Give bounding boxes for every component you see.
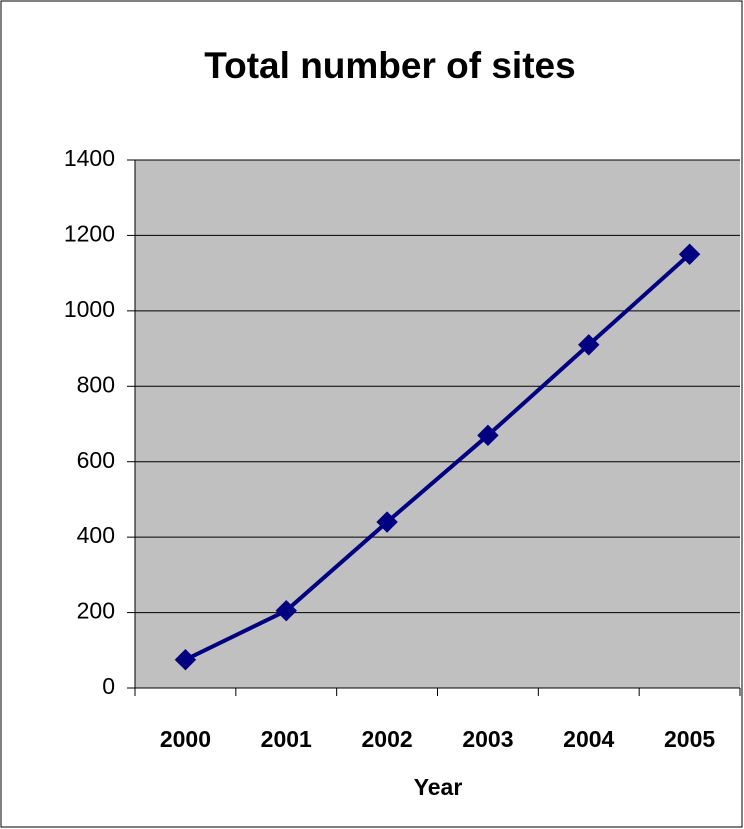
y-tick-label: 1200 (64, 221, 115, 247)
x-tick-label: 2003 (462, 726, 513, 752)
chart-title: Total number of sites (204, 45, 575, 86)
x-axis-label: Year (414, 774, 463, 800)
point-marker (578, 334, 600, 356)
x-tick-label: 2005 (664, 726, 715, 752)
x-tick-label: 2001 (261, 726, 312, 752)
plot-area (135, 160, 740, 688)
point-marker (174, 649, 197, 671)
point-marker (376, 511, 398, 533)
y-tick-label: 800 (77, 371, 115, 397)
point-marker (477, 424, 499, 447)
y-tick-label: 200 (77, 598, 115, 624)
x-tick-label: 2000 (160, 726, 211, 752)
y-tick-label: 1000 (64, 296, 115, 322)
x-tick-label: 2002 (361, 726, 412, 752)
point-marker (678, 243, 701, 265)
y-tick-label: 1400 (64, 145, 115, 171)
series-line (184, 252, 691, 662)
y-tick-label: 600 (77, 447, 115, 473)
x-tick-label: 2004 (563, 726, 614, 752)
point-marker (275, 599, 297, 622)
y-tick-label: 400 (77, 522, 115, 548)
y-tick-label: 0 (102, 673, 115, 699)
